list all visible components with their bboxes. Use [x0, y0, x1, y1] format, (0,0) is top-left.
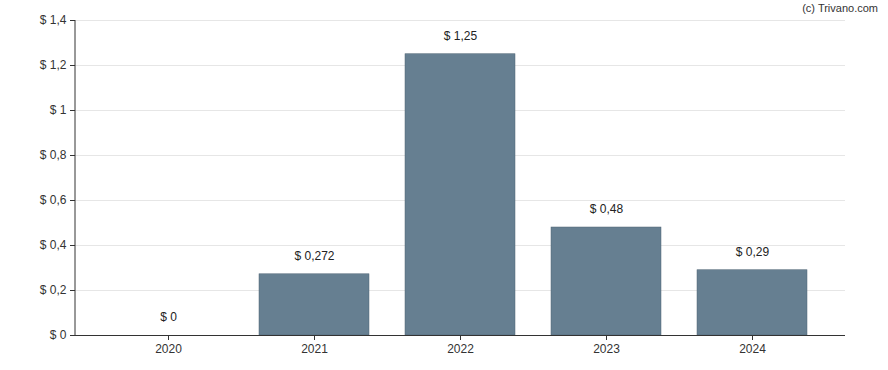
svg-text:$ 0,4: $ 0,4 [40, 238, 67, 252]
svg-text:2024: 2024 [739, 342, 766, 356]
svg-text:2021: 2021 [301, 342, 328, 356]
svg-text:$ 0,2: $ 0,2 [40, 283, 67, 297]
svg-text:$ 0,29: $ 0,29 [736, 245, 770, 259]
svg-text:2020: 2020 [155, 342, 182, 356]
html-text:(c) Trivano.com: (c) Trivano.com [802, 2, 878, 14]
svg-text:2023: 2023 [593, 342, 620, 356]
svg-text:$ 0: $ 0 [50, 328, 67, 342]
svg-text:$ 0,8: $ 0,8 [40, 148, 67, 162]
svg-text:$ 1,25: $ 1,25 [444, 29, 478, 43]
svg-text:$ 0,272: $ 0,272 [294, 249, 334, 263]
svg-text:$ 0,6: $ 0,6 [40, 193, 67, 207]
svg-text:$ 0,48: $ 0,48 [590, 202, 624, 216]
svg-text:$ 1: $ 1 [50, 103, 67, 117]
svg-text:$ 1,4: $ 1,4 [40, 13, 67, 27]
svg-text:$ 0: $ 0 [160, 310, 177, 324]
svg-text:$ 1,2: $ 1,2 [40, 58, 67, 72]
svg-text:2022: 2022 [447, 342, 474, 356]
